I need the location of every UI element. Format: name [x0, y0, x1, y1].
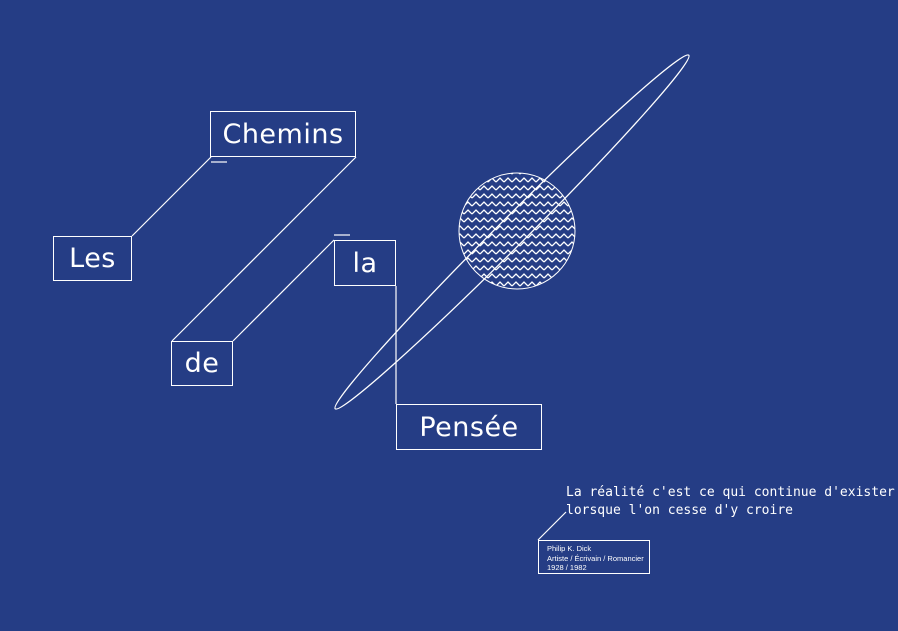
- author-name: Philip K. Dick: [547, 544, 592, 553]
- word-les: Les: [53, 236, 132, 281]
- attribution-box: Philip K. Dick Artiste / Écrivain / Roma…: [538, 540, 650, 574]
- word-la: la: [334, 240, 396, 286]
- word-de: de: [171, 341, 233, 386]
- word-connectors: [131, 156, 567, 541]
- orbit-ring: [334, 54, 690, 410]
- planet-icon: [458, 172, 576, 290]
- quote-line-1: La réalité c'est ce qui continue d'exist…: [566, 485, 895, 500]
- quote-line-2: lorsque l'on cesse d'y croire: [566, 503, 793, 518]
- quote-text: La réalité c'est ce qui continue d'exist…: [566, 484, 895, 520]
- author-years: 1928 / 1982: [547, 563, 587, 572]
- author-roles: Artiste / Écrivain / Romancier: [547, 553, 644, 563]
- word-pensee: Pensée: [396, 404, 542, 450]
- word-chemins: Chemins: [210, 111, 356, 157]
